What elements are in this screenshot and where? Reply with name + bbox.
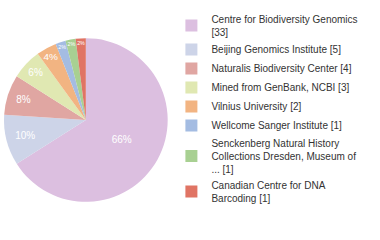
svg-text:4%: 4% (44, 51, 59, 62)
svg-text:66%: 66% (112, 134, 132, 145)
svg-text:2%: 2% (77, 40, 85, 46)
svg-text:2%: 2% (58, 44, 66, 50)
svg-text:Senckenberg Natural HistoryCol: Senckenberg Natural HistoryCollections D… (211, 138, 356, 175)
svg-text:Mined from GenBank, NCBI [3]: Mined from GenBank, NCBI [3] (211, 82, 349, 93)
svg-text:2%: 2% (68, 41, 76, 47)
svg-text:Vilnius University [2]: Vilnius University [2] (211, 101, 301, 112)
svg-text:Wellcome Sanger Institute [1]: Wellcome Sanger Institute [1] (211, 120, 342, 131)
svg-text:8%: 8% (16, 94, 31, 105)
svg-text:10%: 10% (15, 130, 35, 141)
svg-text:Beijing Genomics Institute [5]: Beijing Genomics Institute [5] (211, 44, 341, 55)
svg-text:Naturalis Biodiversity Center: Naturalis Biodiversity Center [4] (211, 63, 351, 74)
svg-text:Centre for Biodiversity Genomi: Centre for Biodiversity Genomics[33] (211, 14, 357, 38)
svg-text:6%: 6% (28, 67, 43, 78)
svg-text:Canadian Centre for DNABarcodi: Canadian Centre for DNABarcoding [1] (211, 180, 325, 204)
